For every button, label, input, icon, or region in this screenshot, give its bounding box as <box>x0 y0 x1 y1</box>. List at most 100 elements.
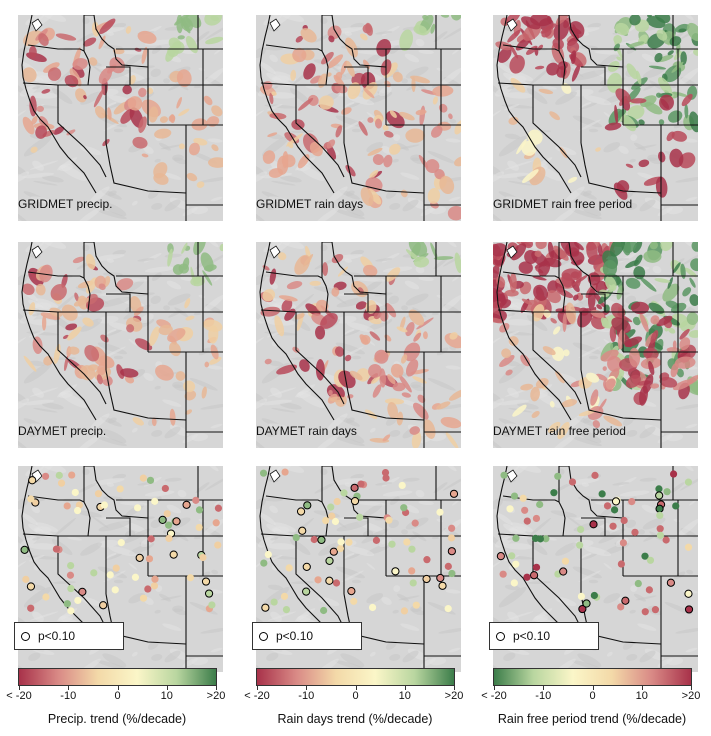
station-marker <box>662 536 670 544</box>
station-marker <box>684 543 693 551</box>
colorbar-tick-label: >20 <box>206 690 226 702</box>
station-marker <box>499 570 507 578</box>
caption-gridmet-rain-days: GRIDMET rain days <box>256 197 364 211</box>
significance-circle-icon <box>259 631 268 641</box>
colorbar-tick <box>641 686 643 690</box>
station-marker <box>63 600 71 608</box>
station-marker <box>322 516 330 525</box>
station-marker <box>508 552 516 560</box>
colorbar-tick <box>543 686 545 690</box>
station-marker <box>591 471 599 479</box>
station-marker <box>325 556 334 565</box>
station-marker <box>409 579 417 587</box>
station-marker <box>634 579 642 588</box>
station-marker <box>165 534 173 543</box>
station-marker <box>666 578 675 587</box>
station-marker <box>655 485 663 493</box>
station-marker <box>656 531 665 539</box>
station-marker <box>381 468 390 477</box>
station-marker <box>388 540 396 548</box>
station-marker <box>438 581 447 590</box>
colorbar-title-rain-free: Rain free period trend (%/decade) <box>497 712 687 726</box>
station-marker <box>285 564 293 572</box>
station-marker <box>320 606 328 615</box>
station-marker <box>646 556 655 564</box>
station-marker <box>90 569 98 577</box>
station-marker <box>208 601 216 609</box>
station-marker <box>42 593 50 601</box>
station-marker <box>163 510 171 518</box>
significance-legend: p<0.10 <box>252 622 362 650</box>
station-marker <box>73 506 82 515</box>
colorbar-tick <box>216 686 217 690</box>
station-marker <box>199 553 207 562</box>
colorbar-tick <box>355 686 357 690</box>
station-marker <box>63 502 71 510</box>
station-marker <box>151 575 159 583</box>
significance-legend: p<0.10 <box>14 622 124 650</box>
station-marker <box>281 468 289 476</box>
station-marker <box>145 555 154 563</box>
station-marker <box>332 579 341 587</box>
station-marker <box>302 562 311 571</box>
station-marker <box>672 502 680 510</box>
colorbar-tick-label: >20 <box>444 690 464 702</box>
colorbar-tick <box>592 686 594 690</box>
station-marker <box>651 606 660 614</box>
station-marker <box>656 525 664 533</box>
station-marker <box>655 504 664 513</box>
station-marker <box>610 506 619 514</box>
station-marker <box>598 490 606 498</box>
station-marker <box>261 603 270 612</box>
station-marker <box>135 553 144 562</box>
map-gridmet-rain-free <box>493 15 698 221</box>
station-marker <box>521 506 529 514</box>
station-marker <box>532 514 541 523</box>
colorbar-tick-label: 10 <box>635 690 648 702</box>
station-marker <box>590 591 598 600</box>
station-marker <box>146 476 155 484</box>
station-marker <box>448 569 456 578</box>
station-marker <box>436 508 444 516</box>
station-marker <box>619 539 627 547</box>
station-marker <box>134 504 142 512</box>
station-marker <box>536 535 545 543</box>
colorbar-tick-label: 10 <box>160 690 173 702</box>
station-marker <box>296 507 306 516</box>
station-marker <box>111 586 119 594</box>
station-marker <box>164 521 173 529</box>
caption-gridmet-rain-free: GRIDMET rain free period <box>493 197 633 211</box>
station-marker <box>27 495 35 503</box>
station-marker <box>264 550 272 559</box>
station-marker <box>444 562 452 570</box>
station-marker <box>182 500 191 509</box>
station-marker <box>328 512 336 520</box>
station-marker <box>532 563 541 571</box>
station-marker <box>100 501 109 509</box>
significance-label: p<0.10 <box>38 629 76 643</box>
station-marker <box>447 534 456 542</box>
station-marker <box>260 559 268 567</box>
station-marker <box>151 497 159 505</box>
station-marker <box>131 573 140 581</box>
map-daymet-rain-days <box>256 242 461 448</box>
station-marker <box>577 525 585 534</box>
station-marker <box>336 544 345 553</box>
station-marker <box>325 576 334 585</box>
significance-legend: p<0.10 <box>489 622 599 650</box>
station-marker <box>449 489 459 498</box>
station-marker <box>512 534 520 542</box>
station-marker <box>169 550 178 559</box>
station-marker <box>611 497 621 506</box>
station-marker <box>172 517 181 526</box>
station-marker <box>500 471 508 479</box>
station-marker <box>621 596 630 605</box>
station-marker <box>519 494 527 502</box>
station-marker <box>412 601 420 609</box>
station-marker <box>576 541 584 549</box>
station-marker <box>26 582 36 591</box>
colorbar-tick <box>494 686 495 690</box>
station-marker <box>280 592 289 600</box>
station-marker <box>310 535 318 544</box>
station-marker <box>20 545 29 554</box>
